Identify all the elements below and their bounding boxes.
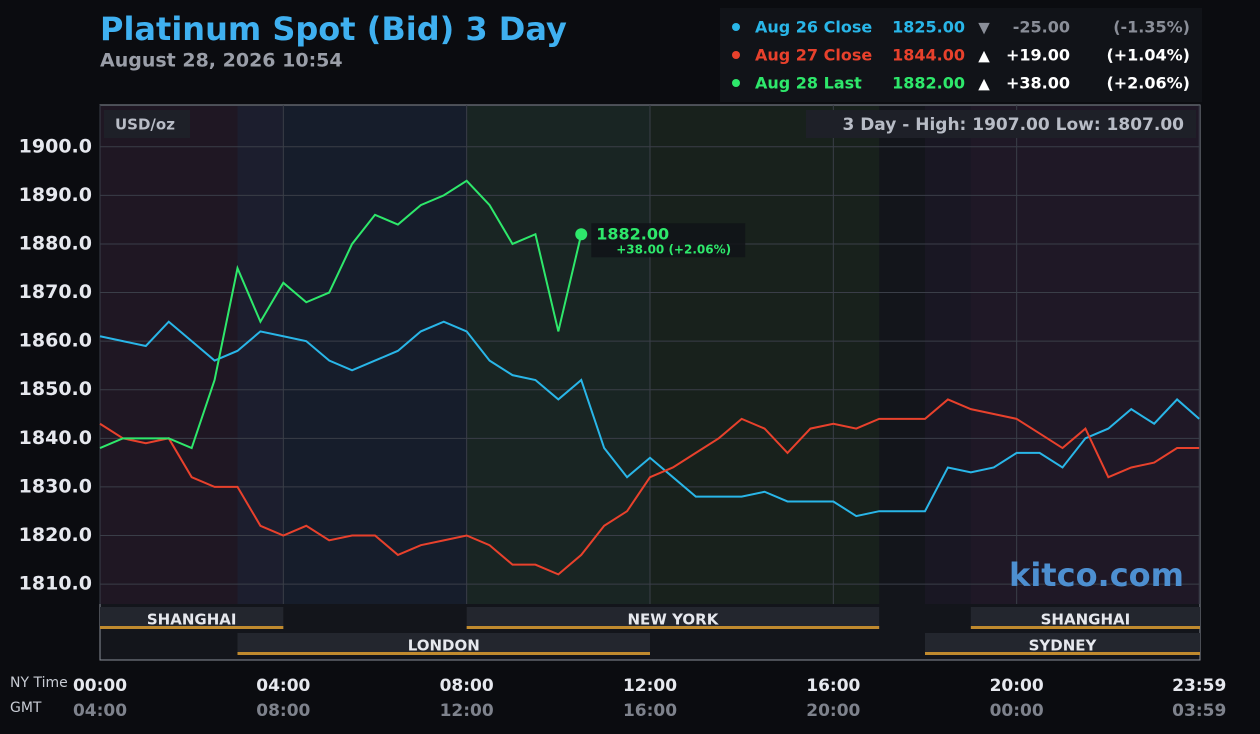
legend-percent: (+1.04%) [1106, 46, 1190, 65]
last-label: 1882.00 [596, 225, 669, 244]
series-line [99, 320, 1200, 518]
range-box [806, 110, 1196, 138]
session-underline [970, 626, 1200, 629]
session-label: NEW YORK [628, 611, 720, 629]
legend-value: 1844.00 [892, 46, 965, 65]
y-tick-label: 1860.0 [19, 330, 92, 352]
y-tick-label: 1840.0 [19, 427, 92, 449]
session-underline [237, 652, 650, 655]
legend-dot [732, 51, 740, 59]
session-label: SHANGHAI [1041, 611, 1131, 629]
session-bar [970, 607, 1200, 629]
session-label: SYDNEY [1029, 637, 1098, 655]
legend-change: +19.00 [1006, 46, 1070, 65]
legend-arrow: ▲ [978, 75, 990, 93]
last-change: +38.00 (+2.06%) [616, 243, 731, 257]
legend-box [720, 8, 1202, 102]
legend-value: 1882.00 [892, 74, 965, 93]
last-point [575, 228, 588, 241]
gmt-tick-label: 03:59 [1172, 701, 1226, 721]
legend-change: -25.00 [1013, 18, 1070, 37]
gmt-tick-label: 08:00 [256, 701, 310, 721]
legend-dot [732, 23, 740, 31]
gmt-tick-label: 16:00 [623, 701, 677, 721]
session-label: LONDON [408, 637, 480, 655]
legend-arrow: ▼ [978, 19, 990, 37]
x-tick-label: 16:00 [806, 676, 860, 696]
gmt-tick-label: 04:00 [73, 701, 127, 721]
session-bar [925, 633, 1200, 655]
unit-box [104, 110, 190, 138]
session-label: SHANGHAI [147, 611, 237, 629]
legend-percent: (-1.35%) [1113, 18, 1190, 37]
y-tick-label: 1890.0 [19, 184, 92, 206]
session-shade [925, 106, 1200, 604]
gmt-tick-label: 00:00 [990, 701, 1044, 721]
series-line [99, 179, 583, 450]
legend-name: Aug 28 Last [755, 74, 862, 93]
session-underline [925, 652, 1200, 655]
y-tick-label: 1880.0 [19, 232, 92, 254]
legend-change: +38.00 [1006, 74, 1070, 93]
y-tick-label: 1830.0 [19, 475, 92, 497]
legend-dot [732, 79, 740, 87]
session-shade [466, 106, 880, 604]
x-tick-label: 12:00 [623, 676, 677, 696]
session-bar [237, 633, 650, 655]
y-tick-label: 1810.0 [19, 573, 92, 595]
legend-name: Aug 26 Close [755, 18, 872, 37]
x-tick-label: 08:00 [440, 676, 494, 696]
gmt-tick-label: 20:00 [806, 701, 860, 721]
last-box [591, 223, 746, 258]
y-tick-label: 1870.0 [19, 281, 92, 303]
x-row-label: NY Time [10, 675, 68, 691]
session-underline [100, 626, 284, 629]
y-tick-label: 1900.0 [19, 135, 92, 157]
legend-name: Aug 27 Close [755, 46, 872, 65]
gmt-tick-label: 12:00 [440, 701, 494, 721]
unit-label: USD/oz [115, 116, 175, 134]
series-line [99, 398, 1200, 576]
chart-title: Platinum Spot (Bid) 3 Day [100, 10, 567, 48]
x-tick-label: 04:00 [256, 676, 310, 696]
session-underline [466, 626, 880, 629]
session-bar [100, 607, 284, 629]
range-note: 3 Day - High: 1907.00 Low: 1807.00 [842, 115, 1184, 135]
legend-percent: (+2.06%) [1106, 74, 1190, 93]
legend-arrow: ▲ [978, 47, 990, 65]
chart-subtitle: August 28, 2026 10:54 [100, 50, 343, 72]
x-tick-label: 23:59 [1172, 676, 1226, 696]
watermark: kitco.com [1009, 556, 1184, 594]
y-tick-label: 1850.0 [19, 378, 92, 400]
legend-value: 1825.00 [892, 18, 965, 37]
session-bar [466, 607, 880, 629]
x-tick-label: 00:00 [73, 676, 127, 696]
y-tick-label: 1820.0 [19, 524, 92, 546]
x-tick-label: 20:00 [990, 676, 1044, 696]
x-row-label: GMT [10, 700, 42, 716]
